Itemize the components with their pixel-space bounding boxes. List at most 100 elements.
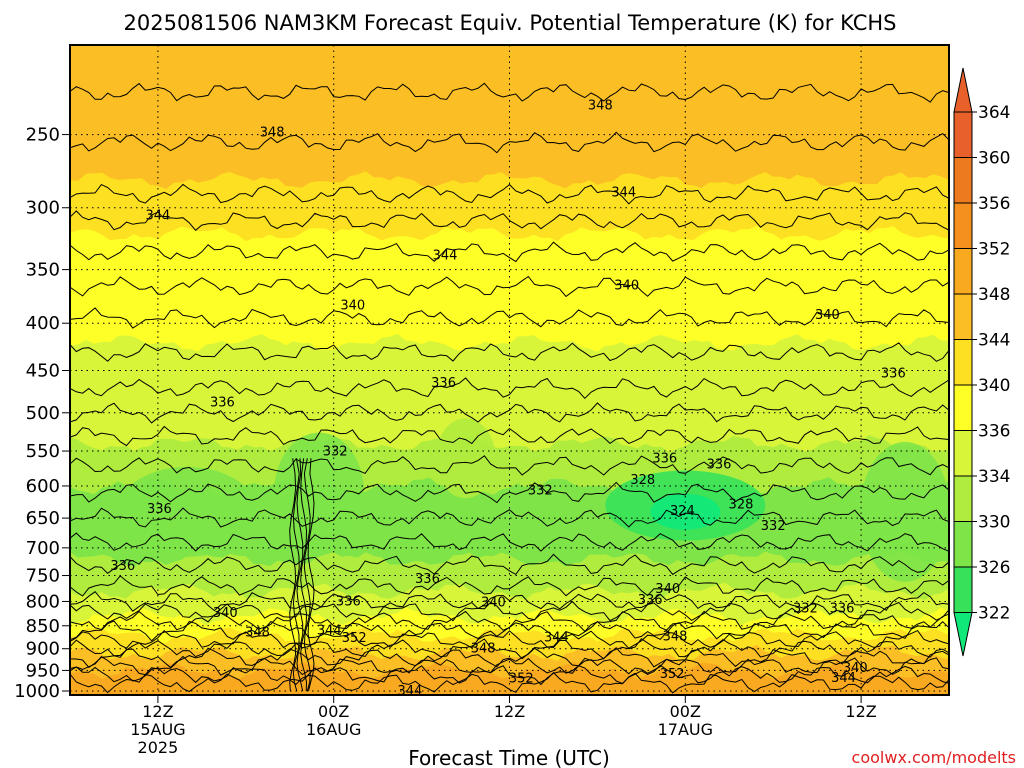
contour-line: [70, 342, 949, 362]
contour-line: [70, 629, 949, 649]
colorbar: 364 360 356 352 348 344 340 336 334 330 326 322: [953, 67, 1010, 657]
colorbar-label: 364: [978, 103, 1010, 123]
contour-label: 340: [614, 278, 639, 293]
contour-label: 336: [638, 593, 663, 608]
contour-line: [70, 82, 949, 103]
contour-line: [70, 591, 949, 612]
x-tick-label: 00Z: [670, 702, 701, 721]
contour-line: [70, 131, 949, 154]
colorbar-segment: [953, 111, 973, 158]
contour-line: [70, 183, 949, 205]
x-tick-label: 12Z: [142, 702, 173, 721]
contour-line: [70, 671, 949, 694]
contour-label: 344: [544, 630, 569, 645]
contour-line: [70, 455, 949, 476]
contour-label: 328: [630, 473, 655, 488]
x-tick-label: 00Z: [318, 702, 349, 721]
contour-line: [70, 664, 949, 686]
colorbar-arrow-top: [953, 67, 973, 113]
colorbar-segment: [953, 521, 973, 568]
x-tick-label: 12Z: [845, 702, 876, 721]
colorbar-label: 322: [978, 604, 1010, 624]
contour-line: [70, 402, 949, 424]
contour-line: [303, 458, 311, 692]
contour-label: 332: [793, 601, 818, 616]
contour-line: [70, 210, 949, 232]
contour-label: 340: [843, 661, 868, 676]
contour-label: 336: [652, 452, 677, 467]
colorbar-segment: [953, 430, 973, 477]
contour-label: 340: [655, 582, 680, 597]
colorbar-label: 334: [978, 467, 1010, 487]
colorbar-label: 344: [978, 331, 1010, 351]
contour-label: 348: [260, 125, 285, 140]
contour-label: 344: [831, 671, 856, 686]
contour-line: [292, 458, 300, 692]
colorbar-segment: [953, 157, 973, 204]
x-tick-label: 2025: [138, 738, 179, 757]
low-theta-pocket: [435, 418, 496, 499]
y-tick-label: 300: [26, 198, 60, 219]
contour-line: [296, 458, 304, 692]
colorbar-label: 348: [978, 285, 1010, 305]
contour-label: 340: [340, 299, 365, 314]
contour-label: 344: [397, 684, 422, 699]
contour-label: 344: [145, 208, 170, 223]
y-tick-label: 650: [26, 508, 60, 529]
contour-line: [70, 620, 949, 642]
colorbar-segment: [953, 475, 973, 522]
y-tick-label: 600: [26, 476, 60, 497]
colorbar-segment: [953, 566, 973, 613]
contour-line: [70, 275, 949, 298]
colorbar-segment: [953, 384, 973, 431]
contour-label: 340: [815, 308, 840, 323]
contour-label: 352: [342, 631, 367, 646]
x-axis-title: Forecast Time (UTC): [408, 746, 610, 768]
contour-label: 328: [729, 498, 754, 513]
contour-line: [70, 647, 949, 669]
colorbar-label: 336: [978, 422, 1010, 442]
y-axis: 2503003504004505005506006507007508008509…: [14, 125, 70, 702]
contour-label: 344: [611, 185, 636, 200]
y-tick-label: 400: [26, 313, 60, 334]
contour-label: 340: [481, 595, 506, 610]
colorbar-label: 356: [978, 194, 1010, 214]
low-theta-pocket: [860, 441, 949, 582]
contour-label: 336: [431, 376, 456, 391]
theta-band: [70, 678, 949, 695]
colorbar-label: 352: [978, 240, 1010, 260]
colorbar-segment: [953, 293, 973, 340]
contour-label: 348: [471, 641, 496, 656]
contour-line: [70, 655, 949, 676]
credit-text: coolwx.com/modelts: [852, 748, 1016, 767]
colorbar-label: 340: [978, 376, 1010, 396]
chart-title: 2025081506 NAM3KM Forecast Equiv. Potent…: [124, 11, 897, 35]
colorbar-label: 326: [978, 558, 1010, 578]
contour-line: [70, 600, 949, 622]
y-tick-label: 950: [26, 660, 60, 681]
colorbar-label: 360: [978, 149, 1010, 169]
contour-label: 336: [881, 366, 906, 381]
y-tick-label: 500: [26, 403, 60, 424]
colorbar-segment: [953, 248, 973, 295]
y-tick-label: 250: [26, 125, 60, 146]
contour-label: 336: [336, 594, 361, 609]
contour-label: 344: [433, 248, 458, 263]
contour-label: 348: [245, 625, 270, 640]
contour-line: [307, 458, 315, 692]
x-tick-label: 12Z: [494, 702, 525, 721]
colorbar-label: 330: [978, 513, 1010, 533]
contour-label: 336: [110, 559, 135, 574]
contour-line: [70, 481, 949, 504]
contour-label: 336: [147, 502, 172, 517]
contour-label: 352: [660, 667, 685, 682]
contour-label: 344: [317, 624, 342, 639]
contour-label: 352: [509, 672, 534, 687]
contour-label: 336: [210, 395, 235, 410]
y-tick-label: 700: [26, 538, 60, 559]
contour-line: [70, 553, 949, 576]
